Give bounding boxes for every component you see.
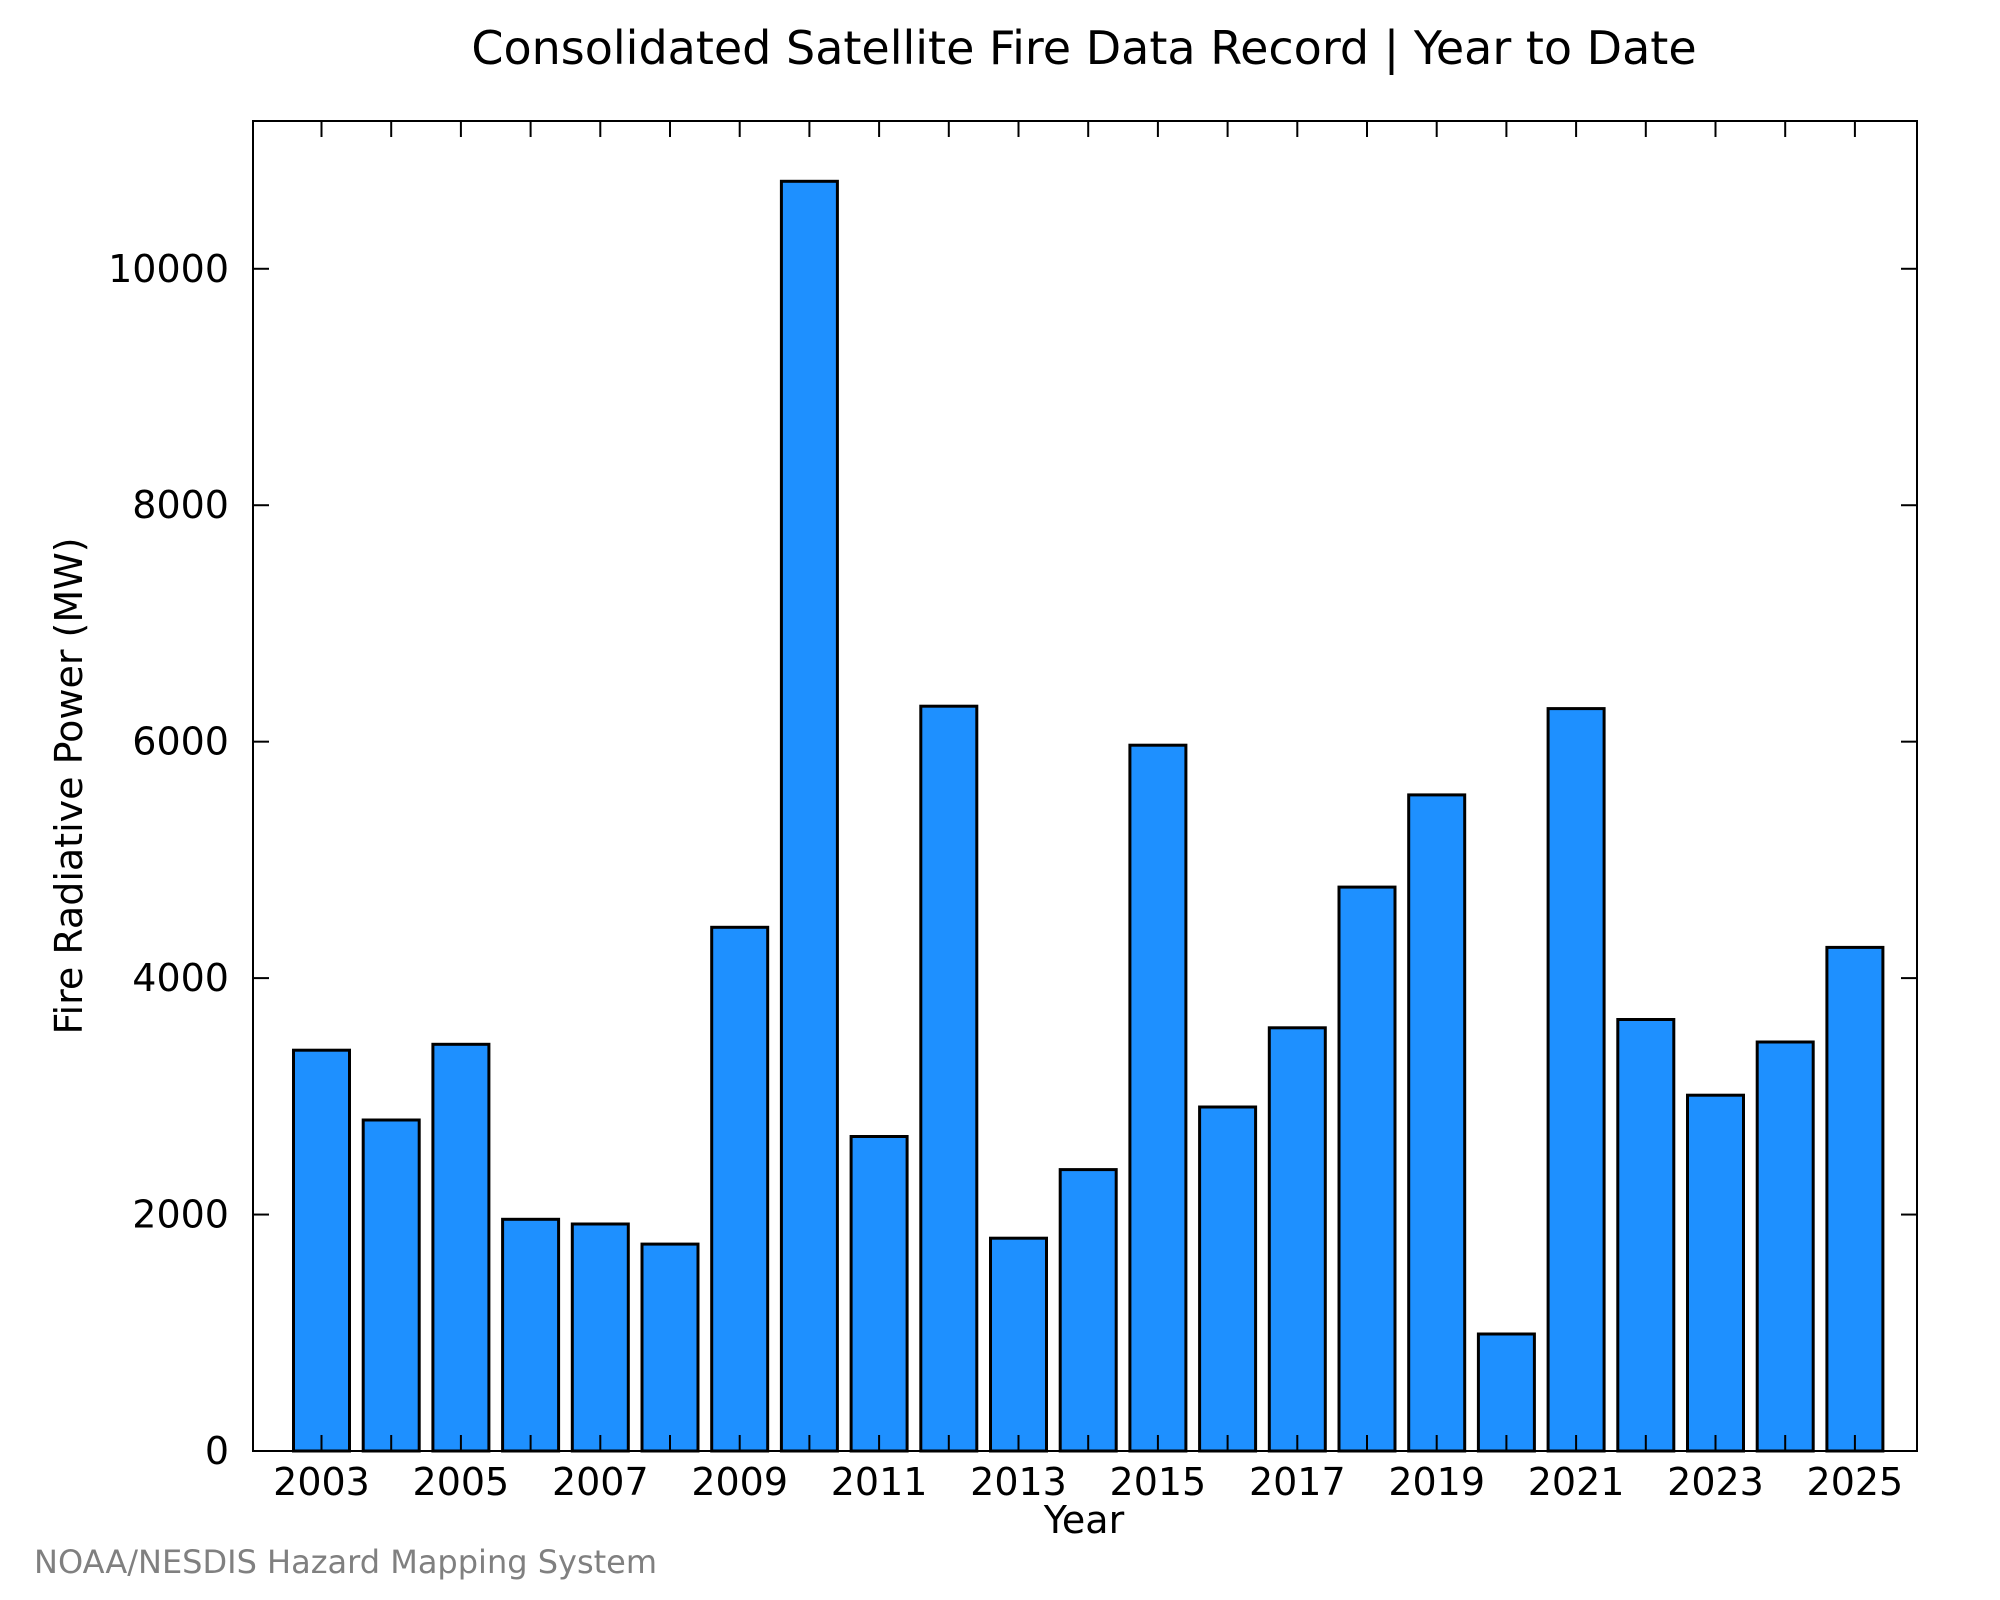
bars-group bbox=[292, 179, 1885, 1453]
bar-2020 bbox=[1476, 1332, 1536, 1453]
bar-2019 bbox=[1407, 793, 1467, 1453]
x-tick-label-2019: 2019 bbox=[1388, 1460, 1485, 1504]
bar-2016 bbox=[1198, 1105, 1258, 1453]
x-tick-label-2015: 2015 bbox=[1110, 1460, 1207, 1504]
bar-2024 bbox=[1755, 1040, 1815, 1453]
x-tick-label-2025: 2025 bbox=[1807, 1460, 1904, 1504]
x-tick-label-2005: 2005 bbox=[413, 1460, 510, 1504]
bar-2004 bbox=[361, 1118, 421, 1453]
y-tick-label-4000: 4000 bbox=[132, 956, 229, 1000]
bar-2017 bbox=[1267, 1026, 1327, 1453]
y-tick-label-6000: 6000 bbox=[132, 720, 229, 764]
x-tick-label-2017: 2017 bbox=[1249, 1460, 1346, 1504]
x-tick-label-2023: 2023 bbox=[1667, 1460, 1764, 1504]
bar-2005 bbox=[431, 1042, 491, 1453]
bar-2025 bbox=[1825, 945, 1885, 1453]
bar-2006 bbox=[501, 1217, 561, 1453]
x-tick-label-2013: 2013 bbox=[970, 1460, 1067, 1504]
plot-frame bbox=[252, 120, 1918, 1452]
bar-2015 bbox=[1128, 743, 1188, 1453]
x-tick-label-2021: 2021 bbox=[1528, 1460, 1625, 1504]
chart-title: Consolidated Satellite Fire Data Record … bbox=[471, 21, 1696, 76]
bar-2010 bbox=[779, 179, 839, 1453]
bar-2023 bbox=[1686, 1093, 1745, 1453]
y-tick-label-10000: 10000 bbox=[108, 247, 229, 291]
x-tick-label-2003: 2003 bbox=[273, 1460, 370, 1504]
credit-text: NOAA/NESDIS Hazard Mapping System bbox=[34, 1543, 657, 1581]
bar-2003 bbox=[292, 1048, 351, 1453]
y-axis-label: Fire Radiative Power (MW) bbox=[47, 537, 91, 1034]
bar-2021 bbox=[1546, 707, 1606, 1453]
bar-2022 bbox=[1616, 1018, 1676, 1453]
y-tick-label-2000: 2000 bbox=[132, 1193, 229, 1237]
y-tick-label-0: 0 bbox=[205, 1429, 229, 1473]
y-tick-label-8000: 8000 bbox=[132, 483, 229, 527]
bar-2009 bbox=[710, 925, 770, 1453]
bar-2014 bbox=[1058, 1168, 1118, 1453]
y-tick-labels: 0 2000 4000 6000 8000 10000 bbox=[108, 247, 229, 1473]
x-tick-labels: 2003 2005 2007 2009 2011 2013 2015 2017 2019 2021… bbox=[273, 1460, 1903, 1504]
x-tick-label-2009: 2009 bbox=[691, 1460, 788, 1504]
ticks-group bbox=[253, 121, 1917, 1452]
bar-2018 bbox=[1337, 885, 1397, 1453]
bar-2007 bbox=[570, 1222, 630, 1453]
x-tick-label-2007: 2007 bbox=[552, 1460, 649, 1504]
bar-2012 bbox=[919, 704, 979, 1453]
bar-2011 bbox=[849, 1135, 909, 1453]
bar-2008 bbox=[640, 1242, 700, 1453]
bar-2013 bbox=[989, 1236, 1048, 1453]
x-axis-label: Year bbox=[1043, 1498, 1125, 1542]
x-tick-label-2011: 2011 bbox=[831, 1460, 928, 1504]
